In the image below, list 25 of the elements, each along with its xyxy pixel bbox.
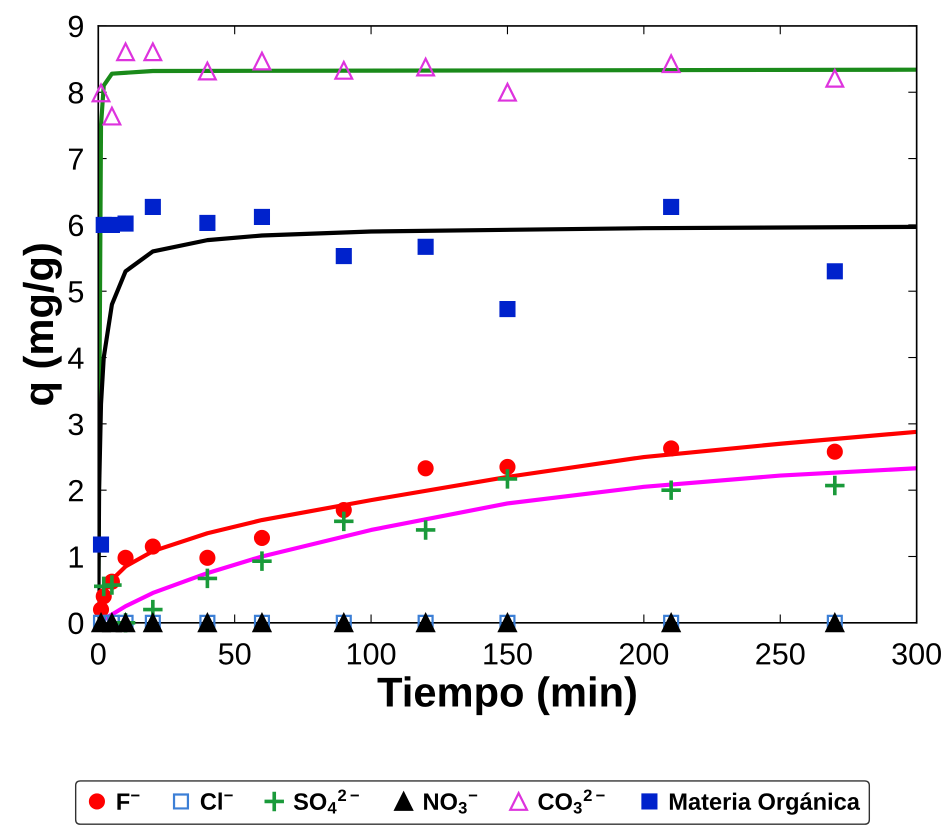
x-tick-label: 0 [90,643,106,665]
x-tick-label: 50 [218,643,250,665]
legend-label: Cl$^{−}$ [200,792,233,810]
x-tick-label: 150 [484,643,532,665]
y-tick-label: 1 [70,546,83,568]
y-tick-label: 5 [68,281,84,303]
legend-label: Materia Orgánica [670,792,860,815]
y-tick-label: 6 [68,214,84,236]
y-tick-label: 2 [68,480,83,502]
x-tick-label: 250 [756,643,805,665]
y-tick-label: 0 [68,612,84,634]
y-tick-label: 9 [68,16,83,38]
legend-label: F$^{−}$ [117,793,140,810]
y-axis-title: q (mg/g) [22,244,62,405]
x-tick-label: 100 [348,643,396,665]
legend-label: CO$_{3}$$^{2−}$ [538,789,605,814]
y-tick-label: 8 [68,82,84,104]
x-tick-label: 300 [892,643,941,665]
legend-label: NO$_{3}$$^{−}$ [424,793,478,814]
x-axis-title: Tiempo (min) [378,676,636,716]
y-tick-label: 4 [68,348,84,369]
legend-label: SO$_{4}$$^{2−}$ [294,789,359,814]
y-tick-label: 3 [68,414,84,436]
y-tick-label: 7 [68,148,83,170]
x-tick-label: 200 [620,643,668,665]
